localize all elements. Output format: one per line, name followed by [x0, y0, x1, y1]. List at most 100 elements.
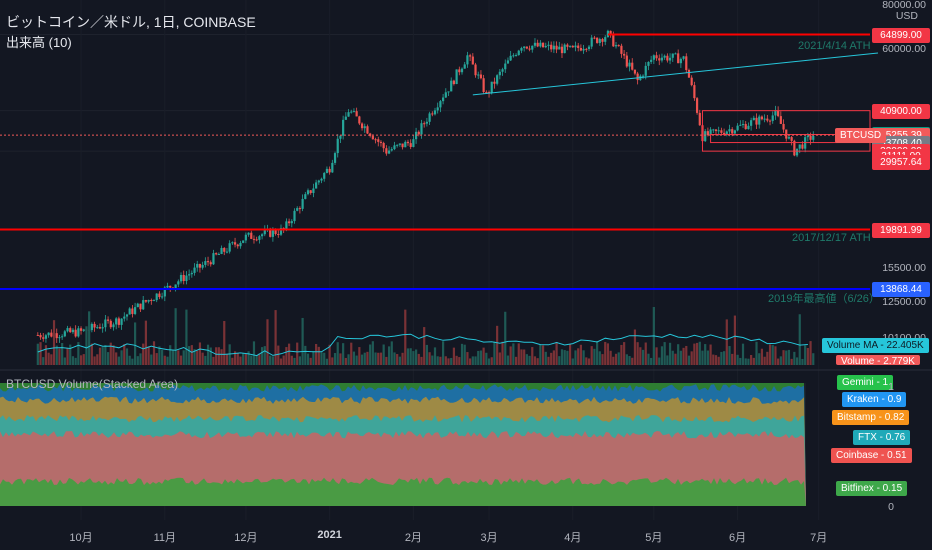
candle-body: [442, 97, 445, 102]
volume-bar: [101, 347, 104, 365]
volume-bar: [620, 344, 623, 365]
candle-body: [722, 132, 726, 135]
time-tick-2: 12月: [234, 532, 258, 544]
candle-body: [812, 135, 815, 140]
volume-bar: [163, 355, 166, 365]
volume-bar: [650, 357, 653, 365]
volume-bar: [471, 356, 474, 365]
volume-bar: [812, 353, 815, 365]
candle-body: [339, 135, 342, 139]
volume-bar: [682, 347, 685, 365]
candle-body: [77, 328, 80, 337]
candle-body: [120, 318, 123, 325]
volume-bar: [90, 343, 93, 365]
candle-body: [682, 56, 685, 59]
candle-body: [628, 62, 631, 67]
volume-bar: [787, 349, 791, 365]
candle-body: [66, 328, 69, 332]
volume-bar: [447, 358, 450, 365]
candle-body: [758, 116, 761, 125]
candle-body: [206, 261, 210, 263]
volume-bar: [552, 350, 555, 365]
volume-bar: [339, 353, 342, 365]
candle-body: [309, 190, 312, 194]
candle-body: [406, 141, 410, 144]
volume-bar: [606, 343, 610, 365]
candle-body: [331, 162, 334, 173]
volume-bar: [571, 358, 574, 365]
volume-bar: [574, 350, 577, 365]
candle-body: [790, 137, 793, 141]
candle-body: [598, 39, 601, 43]
candle-body: [393, 145, 396, 150]
volume-bar: [239, 356, 242, 365]
candle-body: [736, 125, 739, 131]
volume-bar: [722, 351, 726, 365]
candle-body: [320, 178, 323, 181]
volume-bar: [612, 356, 615, 365]
candle-body: [777, 110, 780, 117]
candle-body: [133, 307, 137, 314]
volume-bar: [347, 354, 350, 365]
candle-body: [623, 53, 626, 56]
volume-bar: [206, 344, 210, 365]
candle-body: [469, 55, 472, 57]
candle-body: [117, 318, 120, 325]
volume-bar: [520, 349, 523, 365]
candle-body: [385, 148, 388, 154]
volume-bar: [525, 354, 528, 365]
candle-body: [485, 91, 488, 93]
candle-body: [741, 124, 745, 126]
candle-body: [728, 129, 731, 132]
volume-bar: [133, 322, 137, 365]
candle-body: [644, 65, 647, 76]
candle-body: [352, 111, 356, 113]
candle-body: [739, 124, 742, 126]
volume-bar: [144, 320, 148, 365]
candle-body: [163, 287, 166, 297]
volume-bar: [777, 358, 780, 365]
candle-body: [196, 263, 199, 268]
candle-body: [582, 48, 585, 51]
volume-bar: [587, 358, 591, 365]
volume-bar: [390, 341, 393, 365]
candle-body: [355, 111, 358, 117]
volume-bar: [709, 344, 712, 365]
volume-bar: [704, 344, 707, 365]
volume-bar: [215, 347, 218, 365]
candle-body: [706, 131, 709, 136]
candle-body: [366, 126, 369, 134]
candle-body: [795, 148, 799, 156]
volume-bar: [579, 344, 583, 365]
candle-body: [50, 332, 53, 337]
candle-body: [798, 144, 801, 149]
volume-bar: [793, 351, 796, 365]
candle-body: [660, 57, 664, 61]
candle-body: [333, 153, 337, 163]
candle-body: [550, 44, 553, 50]
candle-body: [614, 45, 618, 47]
volume-panel-title: BTCUSD Volume(Stacked Area): [6, 377, 179, 391]
candle-body: [301, 198, 304, 209]
volume-bar: [225, 354, 229, 365]
volume-bar: [750, 355, 753, 365]
volume-bar: [296, 342, 299, 365]
candle-body: [431, 113, 434, 115]
candle-body: [631, 62, 634, 70]
volume-bar: [755, 341, 758, 365]
candle-body: [252, 238, 256, 240]
volume-bar: [79, 355, 83, 365]
candle-body: [593, 37, 596, 39]
candle-body: [250, 232, 253, 239]
level-40900-label: 40900.00: [872, 104, 930, 119]
volume-bar: [115, 352, 118, 365]
candle-body: [674, 53, 677, 55]
candle-body: [225, 251, 229, 253]
volume-bar: [282, 355, 285, 365]
volume-bar: [131, 358, 134, 365]
candle-body: [571, 45, 574, 48]
candle-body: [401, 143, 404, 148]
volume-bar: [541, 345, 545, 365]
candle-body: [698, 112, 701, 126]
